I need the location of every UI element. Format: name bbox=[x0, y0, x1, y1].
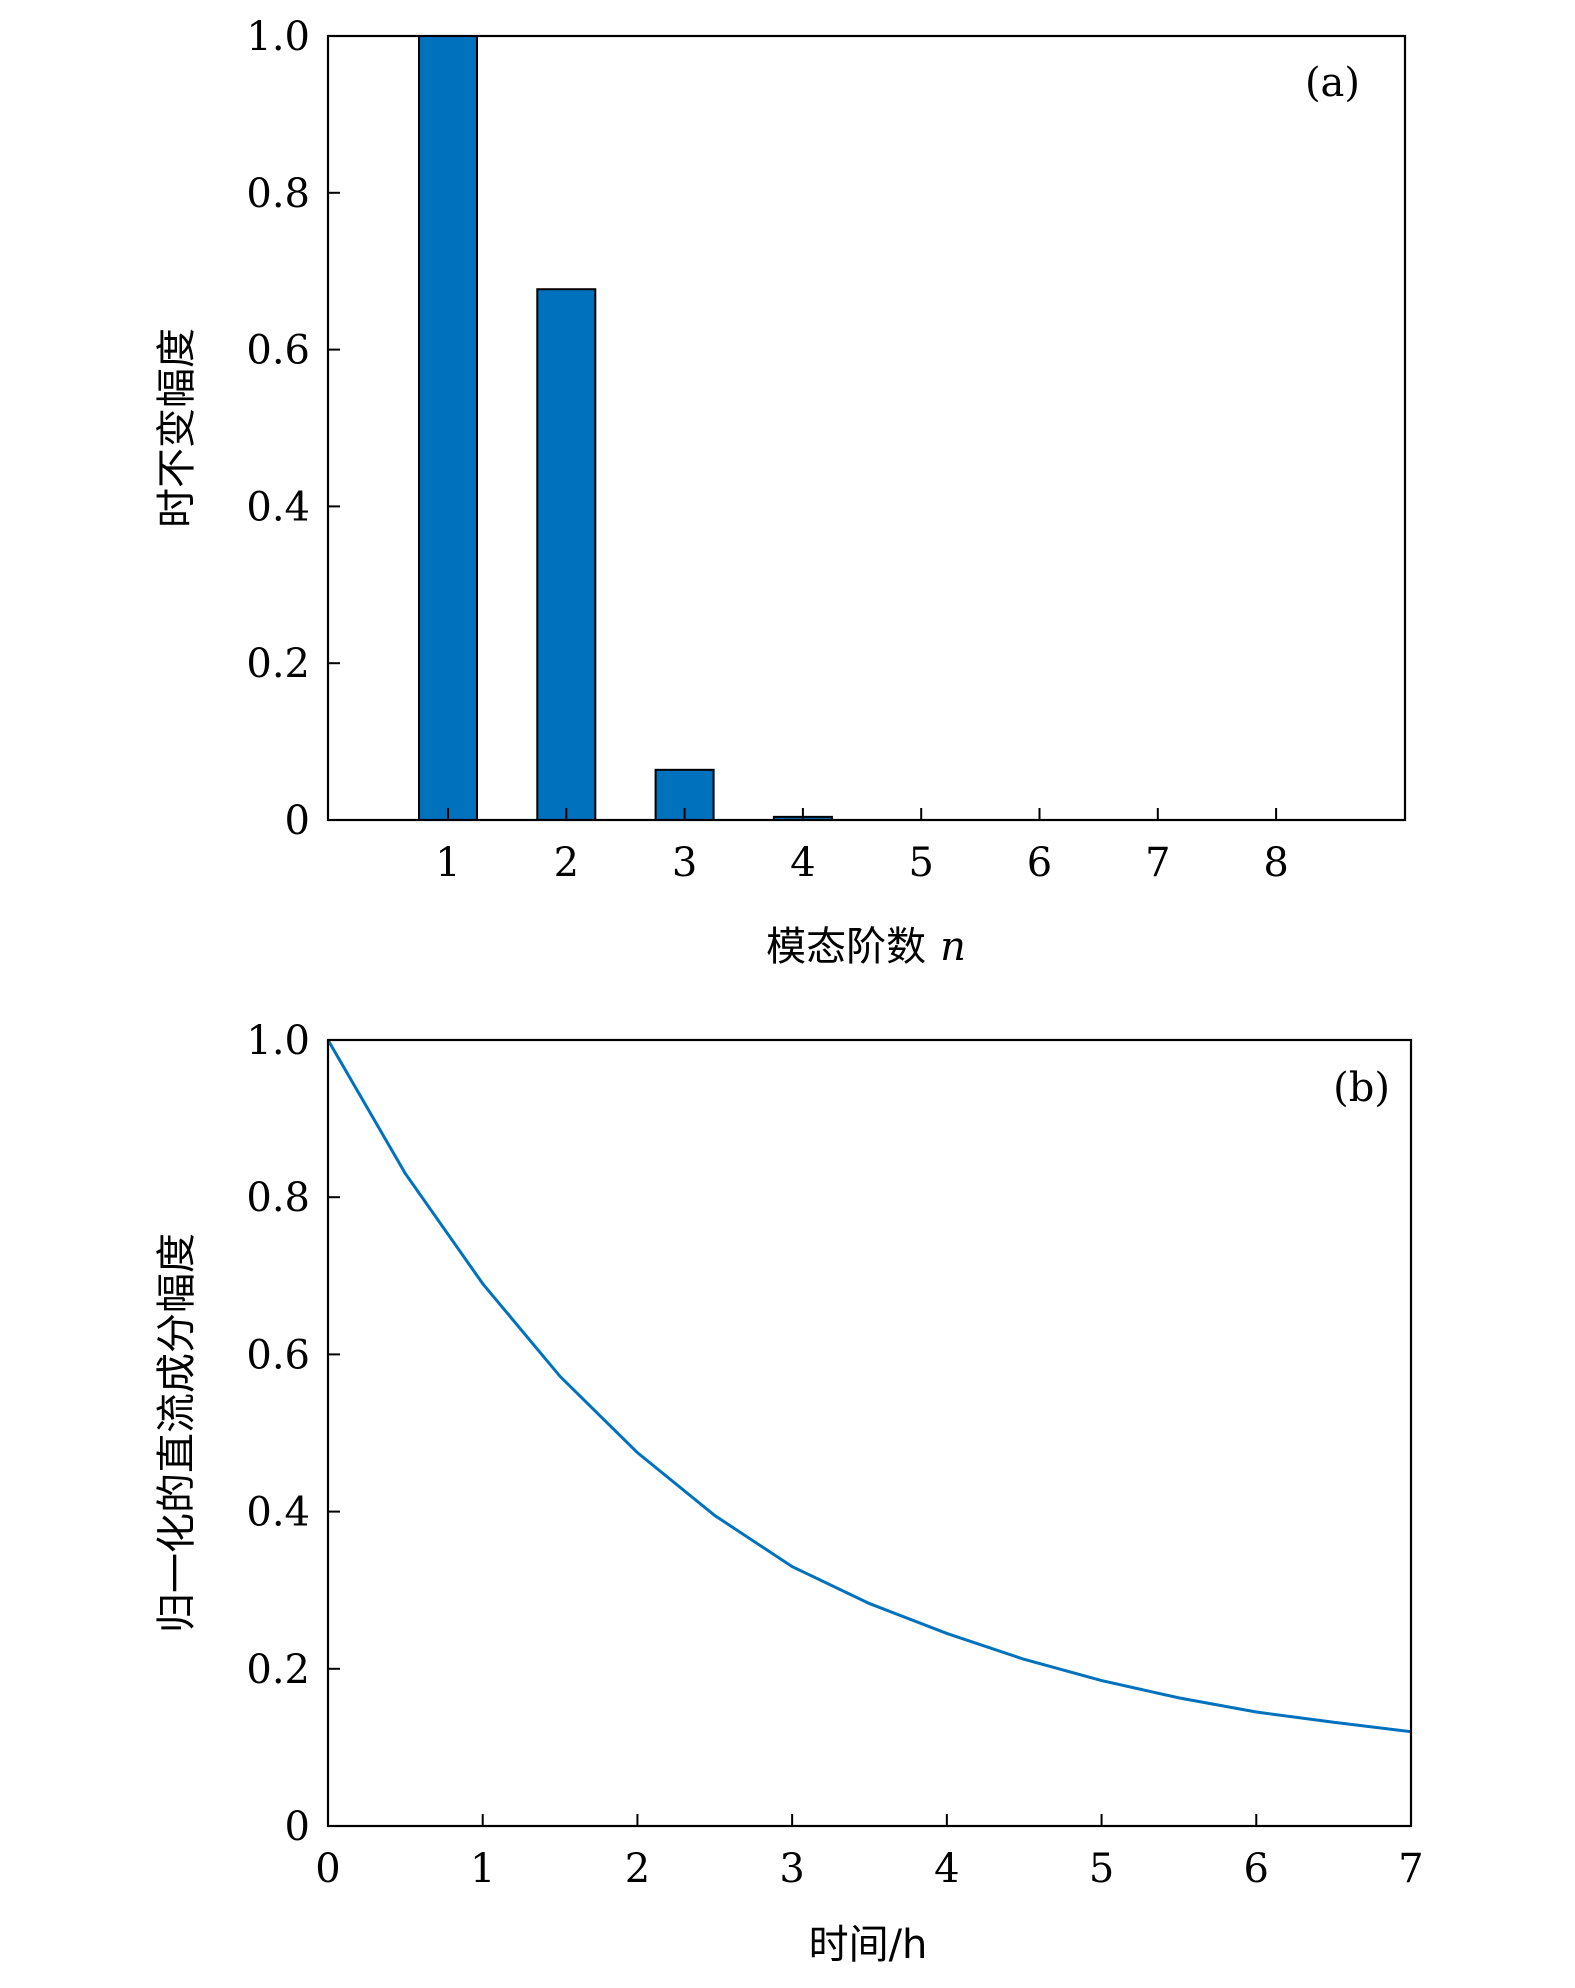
y-tick-label: 1.0 bbox=[246, 14, 310, 60]
y-tick-label: 0.6 bbox=[246, 1332, 310, 1378]
y-tick-label: 0.6 bbox=[246, 328, 310, 374]
axis-ticks: 0 1 2 3 4 5 6 7 0 0.2 0.4 0.6 0.8 1.0 bbox=[246, 1018, 1423, 1892]
y-tick-label: 1.0 bbox=[246, 1018, 310, 1064]
x-tick-label: 1 bbox=[435, 840, 460, 886]
y-tick-label: 0.8 bbox=[246, 171, 310, 217]
panel-b-line-chart: 0 1 2 3 4 5 6 700.20.40.60.81.0 (b) 归一化的直流成分幅度 … bbox=[154, 1018, 1424, 1968]
bar-series bbox=[418, 35, 833, 822]
x-tick-label: 6 bbox=[1244, 1846, 1269, 1892]
x-tick-label: 3 bbox=[672, 840, 697, 886]
bar-2 bbox=[536, 288, 597, 821]
x-tick-label: 4 bbox=[934, 1846, 959, 1892]
panel-a-bar-chart: 1 2 3 4 5 6 7 8 0 0.2 0.4 0.6 0.8 1.0 (a) 时不变幅度 模态阶数 n bbox=[154, 14, 1407, 970]
x-tick-label: 4 bbox=[790, 840, 815, 886]
plot-frame bbox=[326, 34, 1407, 822]
axis-ticks: 1 2 3 4 5 6 7 8 0 0.2 0.4 0.6 0.8 1.0 bbox=[246, 14, 1288, 886]
x-tick-label: 3 bbox=[779, 1846, 804, 1892]
y-axis-label: 时不变幅度 bbox=[154, 328, 200, 528]
x-tick-label: 2 bbox=[625, 1846, 650, 1892]
x-tick-label: 6 bbox=[1027, 840, 1052, 886]
y-tick-label: 0.4 bbox=[246, 1490, 310, 1536]
x-axis-label: 时间/h bbox=[809, 1922, 928, 1968]
y-tick-label: 0.2 bbox=[246, 1647, 310, 1693]
x-tick-label: 1 bbox=[470, 1846, 495, 1892]
x-axis-label: 模态阶数 n bbox=[766, 924, 966, 970]
plot-frame bbox=[326, 1038, 1413, 1828]
y-axis-label: 归一化的直流成分幅度 bbox=[154, 1233, 200, 1633]
x-tick-label: 2 bbox=[554, 840, 579, 886]
x-tick-label: 0 bbox=[315, 1846, 340, 1892]
x-axis-label-text: 模态阶数 bbox=[766, 924, 926, 970]
panel-label: (b) bbox=[1333, 1065, 1390, 1111]
y-tick-label: 0.8 bbox=[246, 1175, 310, 1221]
decay-curve bbox=[326, 1039, 1412, 1734]
y-tick-label: 0 bbox=[285, 1804, 310, 1850]
y-tick-label: 0 bbox=[285, 798, 310, 844]
x-tick-label: 7 bbox=[1398, 1846, 1423, 1892]
y-tick-label: 0.2 bbox=[246, 641, 310, 687]
x-tick-label: 5 bbox=[908, 840, 933, 886]
x-axis-label-variable: n bbox=[940, 924, 966, 970]
panel-label: (a) bbox=[1305, 60, 1360, 106]
x-tick-label: 5 bbox=[1089, 1846, 1114, 1892]
bar-1 bbox=[418, 35, 478, 821]
x-tick-label: 7 bbox=[1145, 840, 1170, 886]
y-tick-label: 0.4 bbox=[246, 484, 310, 530]
x-tick-label: 8 bbox=[1263, 840, 1288, 886]
